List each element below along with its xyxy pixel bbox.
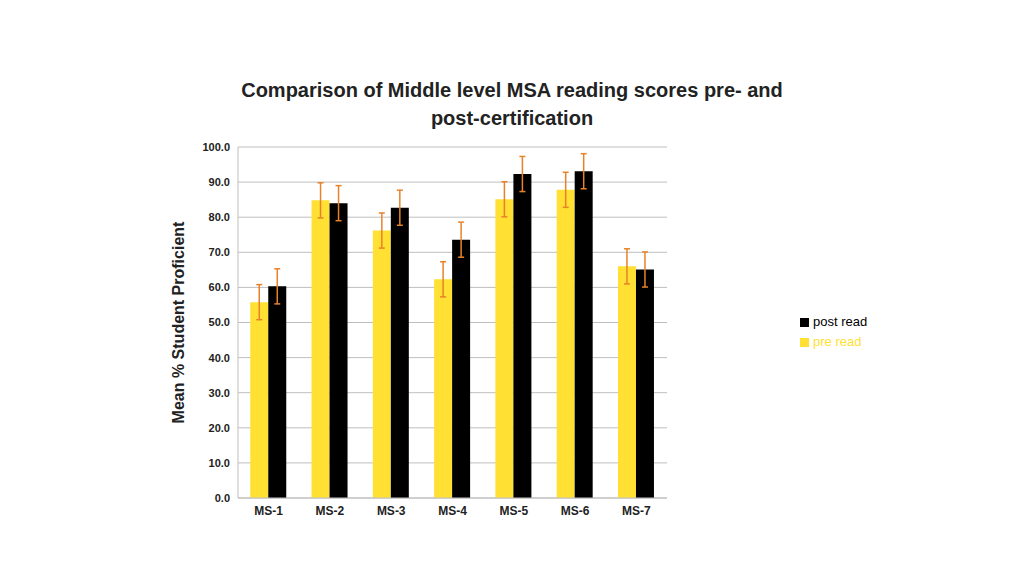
html-text:pre read: pre read bbox=[813, 334, 862, 349]
svg-text:80.0: 80.0 bbox=[209, 211, 230, 223]
svg-text:20.0: 20.0 bbox=[209, 422, 230, 434]
svg-text:MS-4: MS-4 bbox=[438, 504, 467, 518]
svg-text:40.0: 40.0 bbox=[209, 352, 230, 364]
html-text:Comparison of Middle level MSA: Comparison of Middle level MSA reading s… bbox=[241, 79, 783, 129]
svg-text:30.0: 30.0 bbox=[209, 387, 230, 399]
svg-text:0.0: 0.0 bbox=[215, 492, 230, 504]
svg-text:60.0: 60.0 bbox=[209, 281, 230, 293]
svg-text:50.0: 50.0 bbox=[209, 316, 230, 328]
svg-text:MS-2: MS-2 bbox=[316, 504, 345, 518]
svg-text:MS-6: MS-6 bbox=[561, 504, 590, 518]
svg-text:100.0: 100.0 bbox=[202, 141, 230, 153]
svg-text:Mean % Student Proficient: Mean % Student Proficient bbox=[170, 221, 187, 423]
html-text:post read: post read bbox=[813, 314, 868, 329]
svg-text:10.0: 10.0 bbox=[209, 457, 230, 469]
svg-text:70.0: 70.0 bbox=[209, 246, 230, 258]
svg-text:90.0: 90.0 bbox=[209, 176, 230, 188]
svg-text:MS-1: MS-1 bbox=[254, 504, 283, 518]
svg-text:MS-5: MS-5 bbox=[499, 504, 528, 518]
svg-text:MS-3: MS-3 bbox=[377, 504, 406, 518]
svg-text:MS-7: MS-7 bbox=[622, 504, 651, 518]
